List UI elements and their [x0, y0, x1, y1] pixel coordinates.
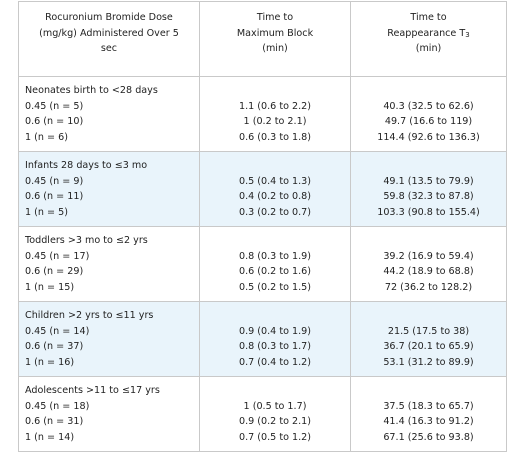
header-reappearance-line: (min) — [415, 43, 442, 54]
max-block-cell: 0.9 (0.4 to 1.9) 0.8 (0.3 to 1.7) 0.7 (0… — [199, 301, 351, 377]
dose-value: 0.6 (n = 11) — [25, 191, 84, 202]
dose-value: 0.6 (n = 31) — [25, 416, 84, 427]
reappearance-value: 103.3 (90.8 to 155.4) — [377, 206, 480, 218]
dose-value: 0.45 (n = 17) — [25, 250, 90, 262]
table-row: Toddlers >3 mo to ≤2 yrs 0.45 (n = 17) 0… — [18, 226, 507, 302]
reappearance-value: 39.2 (16.9 to 59.4) — [383, 250, 474, 262]
reappearance-value: 49.7 (16.6 to 119) — [384, 116, 473, 127]
max-block-value: 0.9 (0.4 to 1.9) — [238, 325, 312, 337]
max-block-value: 1 (0.5 to 1.7) — [243, 400, 307, 412]
dose-value: 0.45 (n = 18) — [25, 400, 90, 412]
max-block-value: 0.5 (0.4 to 1.3) — [238, 175, 312, 187]
header-reappearance-line: Time to — [410, 12, 447, 23]
header-reappearance: Time to Reappearance T3 (min) — [350, 1, 507, 77]
dose-cell: Adolescents >11 to ≤17 yrs 0.45 (n = 18)… — [18, 376, 200, 452]
dose-value: 0.45 (n = 5) — [25, 100, 84, 112]
header-reappearance-text: Reappearance T — [387, 27, 466, 39]
group-label: Neonates birth to <28 days — [25, 85, 158, 96]
max-block-value: 0.7 (0.5 to 1.2) — [238, 431, 312, 443]
dose-value: 0.6 (n = 10) — [25, 116, 84, 127]
dose-cell: Toddlers >3 mo to ≤2 yrs 0.45 (n = 17) 0… — [18, 226, 200, 302]
reappearance-value: 59.8 (32.3 to 87.8) — [383, 191, 474, 202]
dose-value: 1 (n = 5) — [25, 206, 68, 218]
header-dose: Rocuronium Bromide Dose (mg/kg) Administ… — [18, 1, 200, 77]
reappearance-cell: 37.5 (18.3 to 65.7) 41.4 (16.3 to 91.2) … — [350, 376, 507, 452]
header-reappearance-subscript: 3 — [465, 30, 470, 39]
dose-value: 1 (n = 15) — [25, 281, 75, 293]
reappearance-cell: 21.5 (17.5 to 38) 36.7 (20.1 to 65.9) 53… — [350, 301, 507, 377]
reappearance-cell: 39.2 (16.9 to 59.4) 44.2 (18.9 to 68.8) … — [350, 226, 507, 302]
group-label: Toddlers >3 mo to ≤2 yrs — [25, 235, 148, 246]
max-block-value: 0.9 (0.2 to 2.1) — [238, 416, 312, 427]
header-max-block-line: Maximum Block — [236, 27, 314, 39]
header-max-block: Time to Maximum Block (min) — [199, 1, 351, 77]
header-dose-line: Rocuronium Bromide Dose — [45, 12, 173, 23]
max-block-value: 0.5 (0.2 to 1.5) — [238, 281, 312, 293]
reappearance-value: 36.7 (20.1 to 65.9) — [383, 341, 474, 352]
table-row: Children >2 yrs to ≤11 yrs 0.45 (n = 14)… — [18, 301, 507, 377]
dose-cell: Infants 28 days to ≤3 mo 0.45 (n = 9) 0.… — [18, 151, 200, 227]
reappearance-value: 40.3 (32.5 to 62.6) — [383, 100, 474, 112]
max-block-value: 1.1 (0.6 to 2.2) — [238, 100, 312, 112]
reappearance-value: 21.5 (17.5 to 38) — [387, 325, 470, 337]
max-block-value: 0.6 (0.2 to 1.6) — [238, 266, 312, 277]
dosing-table: Rocuronium Bromide Dose (mg/kg) Administ… — [18, 1, 507, 452]
table-row: Neonates birth to <28 days 0.45 (n = 5) … — [18, 76, 507, 152]
max-block-value: 0.3 (0.2 to 0.7) — [238, 206, 312, 218]
dose-value: 0.45 (n = 9) — [25, 175, 84, 187]
max-block-cell: 0.8 (0.3 to 1.9) 0.6 (0.2 to 1.6) 0.5 (0… — [199, 226, 351, 302]
table-header: Rocuronium Bromide Dose (mg/kg) Administ… — [18, 1, 507, 77]
dose-value: 0.6 (n = 37) — [25, 341, 84, 352]
table-row: Adolescents >11 to ≤17 yrs 0.45 (n = 18)… — [18, 376, 507, 452]
reappearance-value: 44.2 (18.9 to 68.8) — [383, 266, 474, 277]
max-block-value: 0.8 (0.3 to 1.7) — [238, 341, 312, 352]
reappearance-value: 41.4 (16.3 to 91.2) — [383, 416, 474, 427]
reappearance-cell: 49.1 (13.5 to 79.9) 59.8 (32.3 to 87.8) … — [350, 151, 507, 227]
group-label: Children >2 yrs to ≤11 yrs — [25, 310, 154, 321]
table-row: Infants 28 days to ≤3 mo 0.45 (n = 9) 0.… — [18, 151, 507, 227]
group-label: Infants 28 days to ≤3 mo — [25, 160, 148, 171]
dose-cell: Children >2 yrs to ≤11 yrs 0.45 (n = 14)… — [18, 301, 200, 377]
max-block-cell: 0.5 (0.4 to 1.3) 0.4 (0.2 to 0.8) 0.3 (0… — [199, 151, 351, 227]
dose-value: 1 (n = 16) — [25, 356, 75, 368]
reappearance-value: 49.1 (13.5 to 79.9) — [383, 175, 474, 187]
max-block-value: 0.6 (0.3 to 1.8) — [238, 131, 312, 143]
max-block-value: 0.8 (0.3 to 1.9) — [238, 250, 312, 262]
reappearance-value: 37.5 (18.3 to 65.7) — [383, 400, 474, 412]
max-block-value: 0.7 (0.4 to 1.2) — [238, 356, 312, 368]
reappearance-value: 53.1 (31.2 to 89.9) — [383, 356, 474, 368]
reappearance-value: 114.4 (92.6 to 136.3) — [377, 131, 480, 143]
max-block-value: 1 (0.2 to 2.1) — [243, 116, 307, 127]
reappearance-cell: 40.3 (32.5 to 62.6) 49.7 (16.6 to 119) 1… — [350, 76, 507, 152]
header-max-block-line: (min) — [262, 43, 288, 54]
dose-cell: Neonates birth to <28 days 0.45 (n = 5) … — [18, 76, 200, 152]
dose-value: 0.6 (n = 29) — [25, 266, 84, 277]
max-block-cell: 1.1 (0.6 to 2.2) 1 (0.2 to 2.1) 0.6 (0.3… — [199, 76, 351, 152]
dose-value: 0.45 (n = 14) — [25, 325, 90, 337]
reappearance-value: 67.1 (25.6 to 93.8) — [383, 431, 474, 443]
reappearance-value: 72 (36.2 to 128.2) — [384, 281, 473, 293]
header-reappearance-line: Reappearance T3 — [351, 24, 506, 40]
dose-value: 1 (n = 14) — [25, 431, 75, 443]
header-dose-line: (mg/kg) Administered Over 5 — [39, 27, 179, 39]
group-label: Adolescents >11 to ≤17 yrs — [25, 385, 160, 396]
max-block-value: 0.4 (0.2 to 0.8) — [238, 191, 312, 202]
dose-value: 1 (n = 6) — [25, 131, 68, 143]
max-block-cell: 1 (0.5 to 1.7) 0.9 (0.2 to 2.1) 0.7 (0.5… — [199, 376, 351, 452]
header-max-block-line: Time to — [256, 12, 294, 23]
header-dose-line: sec — [100, 43, 118, 54]
